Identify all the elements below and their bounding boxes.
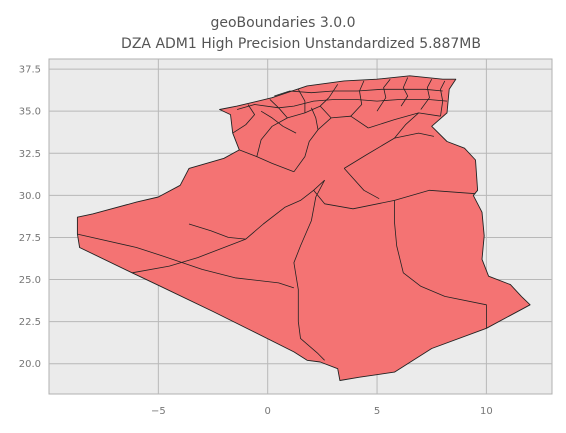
admin1-regions — [76, 75, 531, 381]
y-tick-label: 22.5 — [19, 317, 41, 328]
province-boundary-14 — [297, 89, 306, 113]
province-boundary-19 — [420, 79, 433, 110]
country-outline — [76, 75, 531, 381]
province-boundary-2 — [132, 179, 325, 274]
province-boundary-17 — [376, 78, 391, 112]
province-boundary-18 — [400, 77, 409, 107]
province-boundary-15 — [319, 84, 339, 107]
province-boundary-16 — [350, 80, 365, 117]
province-boundary-23 — [260, 110, 297, 134]
province-boundary-13 — [232, 104, 255, 134]
x-tick-label: 0 — [265, 406, 271, 417]
y-tick-label: 27.5 — [19, 233, 41, 244]
province-boundary-3 — [293, 117, 332, 173]
province-boundary-10 — [368, 112, 441, 129]
province-boundary-22 — [274, 88, 443, 97]
y-tick-label: 32.5 — [19, 149, 41, 160]
x-tick-label: −5 — [151, 406, 166, 417]
x-tick-label: 10 — [480, 406, 493, 417]
province-boundary-20 — [440, 80, 446, 117]
province-boundary-6 — [343, 168, 380, 200]
figure-title-line-2: DZA ADM1 High Precision Unstandardized 5… — [121, 36, 481, 52]
y-axis-ticks: 20.0 22.5 25.0 27.5 30.0 32.5 35.0 37.5 — [19, 65, 41, 371]
province-boundary-25 — [311, 107, 319, 130]
province-boundary-5 — [313, 189, 476, 210]
y-tick-label: 30.0 — [19, 191, 41, 202]
province-boundary-4 — [188, 223, 246, 240]
y-tick-label: 37.5 — [19, 65, 41, 76]
province-boundary-8 — [394, 200, 487, 329]
province-boundary-21 — [236, 99, 448, 110]
figure-title-line-1: geoBoundaries 3.0.0 — [210, 15, 355, 31]
province-boundary-7 — [293, 180, 325, 361]
y-tick-label: 20.0 — [19, 359, 41, 370]
y-tick-label: 25.0 — [19, 275, 41, 286]
province-boundary-0 — [239, 149, 295, 173]
x-tick-label: 5 — [374, 406, 380, 417]
x-axis-ticks: −5 0 5 10 — [151, 406, 493, 417]
y-tick-label: 35.0 — [19, 107, 41, 118]
province-boundary-24 — [394, 112, 419, 139]
province-boundary-1 — [77, 233, 295, 289]
